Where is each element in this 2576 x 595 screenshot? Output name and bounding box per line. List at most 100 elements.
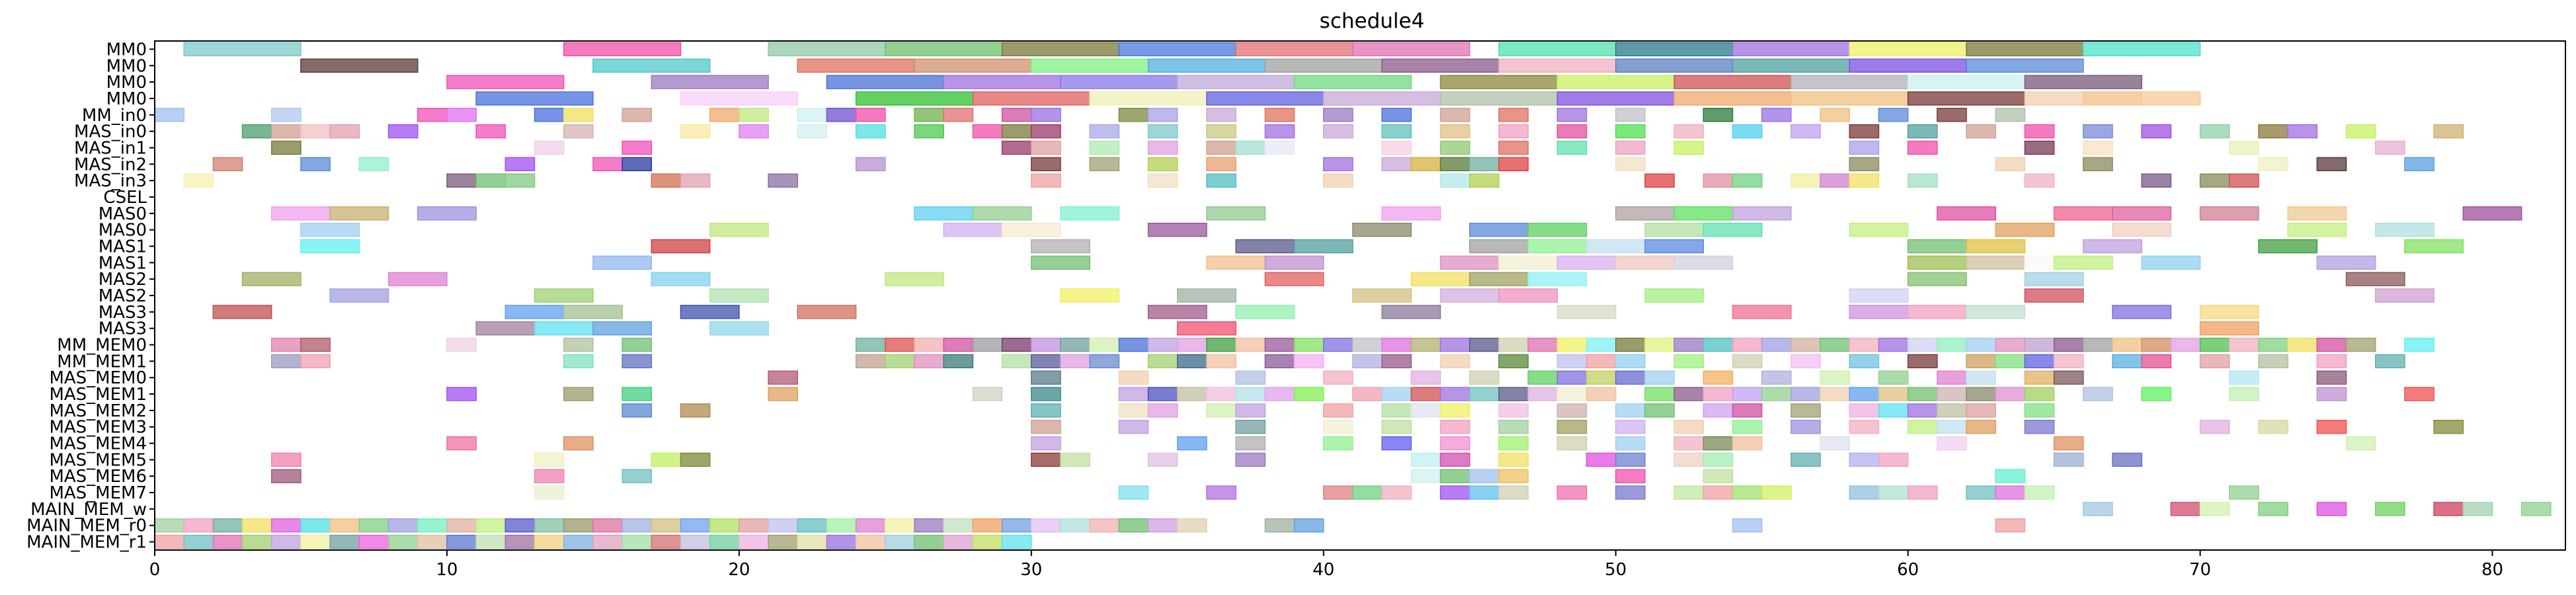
task-bar bbox=[1469, 370, 1500, 385]
task-bar bbox=[1615, 124, 1646, 139]
task-bar bbox=[1206, 91, 1324, 106]
task-bar bbox=[1556, 124, 1588, 139]
task-bar bbox=[1644, 370, 1675, 385]
row-label: MAS_MEM0 bbox=[49, 368, 147, 388]
task-bar bbox=[1761, 337, 1792, 352]
task-bar bbox=[651, 452, 682, 467]
task-bar bbox=[1673, 91, 1792, 106]
task-bar bbox=[2024, 387, 2055, 401]
task-bar bbox=[563, 387, 594, 401]
task-bar bbox=[1615, 403, 1646, 418]
row-label: CSEL bbox=[103, 188, 147, 208]
task-bar bbox=[1703, 108, 1734, 122]
task-bar bbox=[1878, 452, 1909, 467]
task-bar bbox=[622, 157, 653, 171]
task-bar bbox=[2404, 337, 2435, 352]
task-bar bbox=[1791, 337, 1821, 352]
task-bar bbox=[1644, 403, 1675, 418]
task-bar bbox=[680, 91, 799, 106]
row-label: MM0 bbox=[106, 73, 147, 93]
task-bar bbox=[2345, 436, 2376, 451]
task-bar bbox=[1966, 403, 1996, 418]
task-bar bbox=[1556, 436, 1588, 451]
task-bar bbox=[1381, 58, 1500, 73]
task-bar bbox=[739, 124, 769, 139]
task-bar bbox=[1089, 91, 1207, 106]
task-bar bbox=[2053, 206, 2113, 221]
task-bar bbox=[1235, 305, 1295, 319]
task-bar bbox=[271, 206, 331, 221]
task-bar bbox=[271, 354, 302, 369]
task-bar bbox=[651, 173, 682, 188]
task-bar bbox=[1439, 387, 1470, 401]
task-bar bbox=[475, 321, 536, 336]
task-bar bbox=[2112, 354, 2142, 369]
task-bar bbox=[1791, 403, 1821, 418]
task-bar bbox=[1439, 140, 1470, 155]
task-bar bbox=[914, 354, 944, 369]
task-bar bbox=[2024, 140, 2055, 155]
task-bar bbox=[2199, 321, 2259, 336]
task-bar bbox=[1001, 108, 1032, 122]
task-bar bbox=[1410, 272, 1470, 286]
task-bar bbox=[1031, 518, 1061, 533]
task-bar bbox=[183, 42, 302, 57]
row-label: MAS_MEM6 bbox=[49, 467, 147, 487]
task-bar bbox=[1147, 58, 1266, 73]
task-bar bbox=[1469, 239, 1529, 254]
task-bar bbox=[563, 42, 682, 57]
task-bar bbox=[1352, 337, 1383, 352]
task-bar bbox=[534, 534, 565, 549]
task-bar bbox=[2112, 222, 2172, 237]
task-bar bbox=[2462, 206, 2522, 221]
task-bar bbox=[2258, 420, 2288, 434]
task-bar bbox=[1352, 354, 1383, 369]
task-bar bbox=[2024, 354, 2055, 369]
task-bar bbox=[446, 173, 477, 188]
task-bar bbox=[709, 321, 769, 336]
task-bar bbox=[1673, 485, 1705, 500]
task-bar bbox=[1995, 337, 2026, 352]
task-bar bbox=[417, 206, 477, 221]
task-bar bbox=[709, 222, 769, 237]
task-bar bbox=[1118, 403, 1149, 418]
task-bar bbox=[1206, 485, 1236, 500]
task-bar bbox=[826, 75, 944, 89]
task-bar bbox=[1089, 124, 1120, 139]
x-tick-label: 40 bbox=[1312, 560, 1334, 580]
row-label: MAS0 bbox=[99, 221, 147, 241]
task-bar bbox=[1527, 337, 1558, 352]
task-bar bbox=[1410, 387, 1441, 401]
task-bar bbox=[1381, 420, 1412, 434]
task-bar bbox=[1001, 337, 1032, 352]
task-bar bbox=[2316, 157, 2347, 171]
task-bar bbox=[1206, 354, 1236, 369]
task-bar bbox=[1615, 485, 1646, 500]
task-bar bbox=[2316, 502, 2347, 516]
task-bar bbox=[1001, 534, 1032, 549]
task-bar bbox=[1177, 436, 1207, 451]
task-bar bbox=[1732, 518, 1763, 533]
task-bar bbox=[622, 337, 653, 352]
task-bar bbox=[1878, 370, 1909, 385]
task-bar bbox=[563, 518, 594, 533]
task-bar bbox=[1469, 469, 1500, 483]
task-bar bbox=[1995, 157, 2026, 171]
task-bar bbox=[592, 321, 653, 336]
task-bar bbox=[300, 354, 331, 369]
task-bar bbox=[563, 305, 623, 319]
task-bar bbox=[1089, 157, 1120, 171]
task-bar bbox=[2433, 124, 2464, 139]
task-bar bbox=[1966, 58, 2084, 73]
task-bar bbox=[1498, 485, 1529, 500]
task-bar bbox=[592, 518, 623, 533]
row-label: MAS_MEM2 bbox=[49, 401, 147, 421]
task-bar bbox=[1060, 337, 1090, 352]
task-bar bbox=[1264, 108, 1295, 122]
task-bar bbox=[1147, 305, 1207, 319]
task-bar bbox=[1118, 518, 1149, 533]
row-label: MM0 bbox=[106, 56, 147, 76]
task-bar bbox=[1498, 58, 1617, 73]
task-bar bbox=[2141, 173, 2172, 188]
task-bar bbox=[1556, 305, 1617, 319]
